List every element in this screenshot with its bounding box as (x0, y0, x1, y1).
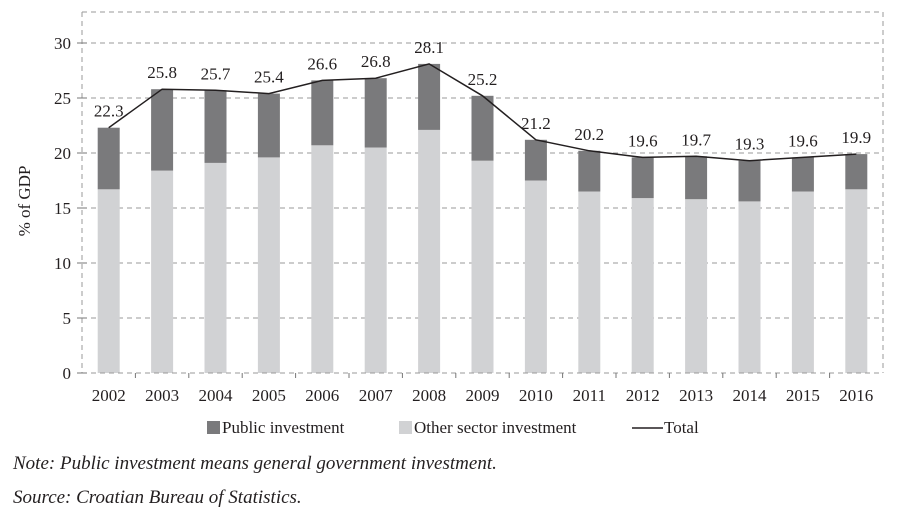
bar-other-sector-2014 (738, 201, 761, 373)
bar-other-sector-2011 (578, 191, 601, 373)
data-label-2010: 21.2 (521, 114, 551, 133)
x-tick-label-2016: 2016 (839, 386, 873, 405)
total-line (108, 63, 857, 162)
bar-public-2014 (738, 160, 761, 202)
bar-public-2011 (578, 150, 601, 192)
y-tick-label-30: 30 (54, 34, 71, 53)
data-label-2002: 22.3 (94, 102, 124, 121)
bar-public-2015 (791, 157, 814, 192)
bar-public-2008 (418, 63, 441, 130)
bar-public-2010 (524, 139, 547, 181)
bar-other-sector-2006 (311, 145, 334, 373)
tick-labels: 0 5 10 15 20 25 30 2002 2003 2004 2005 2006 2007 2008… (54, 34, 873, 405)
bar-public-2002 (97, 127, 120, 190)
bar-other-sector-2004 (204, 162, 227, 373)
data-label-2009: 25.2 (468, 70, 498, 89)
x-tick-label-2013: 2013 (679, 386, 713, 405)
bar-other-sector-2005 (257, 157, 280, 373)
x-tick-label-2010: 2010 (519, 386, 553, 405)
data-label-2015: 19.6 (788, 131, 818, 150)
chart-source: Source: Croatian Bureau of Statistics. (13, 487, 302, 508)
y-tick-label-15: 15 (54, 199, 71, 218)
legend-swatch-public-investment (207, 421, 220, 434)
bar-public-2004 (204, 90, 227, 163)
legend-label-total: Total (664, 418, 699, 437)
legend-label-public-investment: Public investment (222, 418, 345, 437)
data-label-2011: 20.2 (574, 125, 604, 144)
bar-public-2003 (151, 89, 174, 171)
legend-swatch-other-sector-investment (399, 421, 412, 434)
y-tick-label-20: 20 (54, 144, 71, 163)
x-tick-label-2015: 2015 (786, 386, 820, 405)
axes (77, 12, 883, 378)
x-tick-label-2002: 2002 (92, 386, 126, 405)
x-tick-label-2003: 2003 (145, 386, 179, 405)
bar-public-2016 (845, 154, 868, 190)
x-tick-label-2005: 2005 (252, 386, 286, 405)
legend: Public investment Other sector investmen… (207, 418, 699, 437)
bar-other-sector-2007 (364, 147, 387, 373)
y-tick-label-5: 5 (63, 309, 72, 328)
y-axis-label: % of GDP (15, 166, 34, 237)
bar-other-sector-2015 (791, 191, 814, 373)
y-tick-label-0: 0 (63, 364, 72, 383)
data-labels: 22.3 25.8 25.7 25.4 26.6 26.8 28.1 25.2 21.2 20.2… (94, 38, 871, 154)
bar-other-sector-2009 (471, 160, 494, 373)
x-tick-label-2004: 2004 (199, 386, 234, 405)
x-tick-label-2012: 2012 (626, 386, 660, 405)
bar-public-2005 (257, 93, 280, 158)
bar-other-sector-2016 (845, 189, 868, 373)
legend-label-other-sector-investment: Other sector investment (414, 418, 577, 437)
chart-note: Note: Public investment means general go… (13, 453, 497, 474)
data-label-2008: 28.1 (414, 38, 444, 57)
bar-other-sector-2010 (524, 180, 547, 373)
data-label-2005: 25.4 (254, 68, 284, 87)
bar-public-2013 (685, 156, 708, 200)
bar-other-sector-2013 (685, 199, 708, 373)
bar-public-2012 (631, 157, 654, 199)
data-label-2007: 26.8 (361, 52, 391, 71)
total-line-group (108, 63, 857, 162)
investment-chart: 22.3 25.8 25.7 25.4 26.6 26.8 28.1 25.2 21.2 20.2… (15, 11, 884, 437)
x-tick-label-2014: 2014 (733, 386, 768, 405)
data-label-2016: 19.9 (841, 128, 871, 147)
bar-public-2007 (364, 78, 387, 148)
data-label-2006: 26.6 (307, 54, 337, 73)
data-label-2013: 19.7 (681, 130, 711, 149)
data-label-2012: 19.6 (628, 131, 658, 150)
bar-other-sector-2012 (631, 198, 654, 373)
x-tick-label-2011: 2011 (573, 386, 606, 405)
x-tick-label-2007: 2007 (359, 386, 394, 405)
y-tick-label-10: 10 (54, 254, 71, 273)
bar-other-sector-2008 (418, 129, 441, 373)
data-label-2014: 19.3 (735, 135, 765, 154)
bar-public-2006 (311, 80, 334, 146)
bar-public-2009 (471, 95, 494, 161)
data-label-2004: 25.7 (201, 64, 231, 83)
x-tick-label-2008: 2008 (412, 386, 446, 405)
x-tick-label-2009: 2009 (466, 386, 500, 405)
y-tick-label-25: 25 (54, 89, 71, 108)
x-tick-label-2006: 2006 (305, 386, 339, 405)
bars (97, 63, 868, 373)
bar-other-sector-2003 (151, 170, 174, 373)
data-label-2003: 25.8 (147, 63, 177, 82)
bar-other-sector-2002 (97, 189, 120, 373)
